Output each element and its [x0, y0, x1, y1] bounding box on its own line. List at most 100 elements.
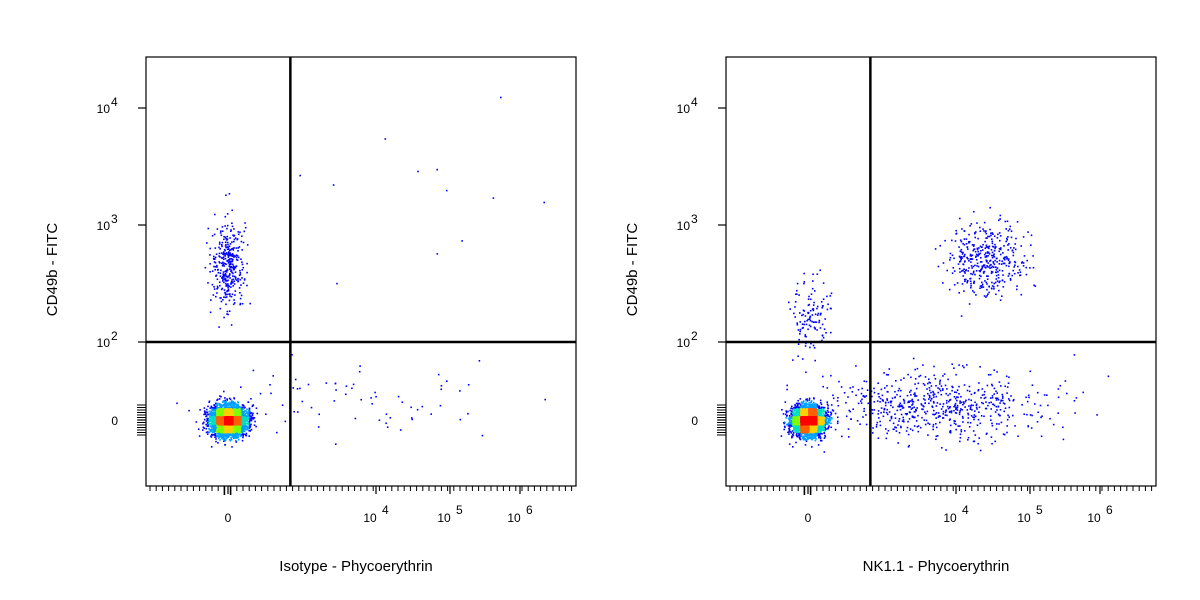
- event-dot: [219, 297, 221, 299]
- event-dot: [227, 413, 230, 416]
- event-dot: [225, 253, 227, 256]
- event-dot: [224, 255, 227, 257]
- event-dot: [236, 255, 239, 257]
- event-dot: [209, 263, 211, 265]
- event-dot: [231, 248, 233, 250]
- event-dot: [292, 387, 294, 389]
- event-dot: [222, 416, 224, 418]
- event-dot: [219, 418, 222, 421]
- event-dot: [211, 283, 214, 286]
- event-dot: [238, 431, 241, 433]
- event-dot: [960, 395, 962, 398]
- event-dot: [1003, 410, 1005, 413]
- event-dot: [241, 404, 244, 406]
- event-dot: [237, 404, 239, 406]
- event-dot: [439, 404, 442, 407]
- event-dot: [786, 388, 788, 391]
- event-dot: [1057, 396, 1060, 399]
- event-dot: [224, 425, 226, 427]
- event-dot: [845, 415, 848, 418]
- event-dot: [217, 426, 220, 428]
- event-dot: [227, 279, 229, 282]
- event-dot: [217, 421, 219, 424]
- event-dot: [968, 426, 971, 428]
- event-dot: [241, 417, 244, 420]
- event-dot: [211, 433, 213, 436]
- event-dot: [227, 286, 229, 289]
- event-dot: [204, 266, 207, 269]
- event-dot: [235, 279, 238, 281]
- event-dot: [229, 254, 232, 257]
- event-dot: [233, 429, 235, 432]
- event-dot: [236, 423, 239, 425]
- event-dot: [243, 433, 245, 436]
- event-dot: [239, 231, 241, 234]
- event-dot: [246, 408, 248, 410]
- event-dot: [242, 425, 245, 428]
- event-dot: [238, 415, 240, 417]
- event-dot: [233, 414, 235, 416]
- event-dot: [231, 209, 233, 212]
- event-dot: [236, 421, 239, 424]
- event-dot: [241, 302, 244, 305]
- event-dot: [234, 401, 236, 404]
- event-dot: [215, 253, 218, 255]
- event-dot: [959, 437, 962, 439]
- event-dot: [210, 405, 213, 408]
- event-dot: [325, 382, 328, 384]
- event-dot: [253, 417, 256, 419]
- event-dot: [1073, 354, 1076, 356]
- event-dot: [827, 303, 829, 306]
- event-dot: [385, 422, 387, 425]
- event-dot: [226, 284, 229, 287]
- event-dot: [995, 390, 997, 393]
- event-dot: [966, 389, 969, 392]
- event-dot: [226, 425, 228, 427]
- event-dot: [830, 374, 832, 377]
- event-dot: [915, 387, 918, 390]
- event-dot: [206, 425, 209, 428]
- event-dot: [217, 410, 220, 413]
- event-dot: [221, 422, 224, 424]
- event-dot: [225, 275, 227, 278]
- event-dot: [225, 431, 227, 434]
- event-dot: [948, 288, 951, 291]
- event-dot: [211, 428, 214, 431]
- event-dot: [229, 403, 231, 405]
- event-dot: [805, 440, 808, 443]
- event-dot: [968, 303, 971, 305]
- event-dot: [230, 263, 232, 266]
- event-dot: [865, 380, 868, 383]
- event-dot: [222, 428, 225, 431]
- event-dot: [224, 438, 227, 441]
- event-dot: [436, 253, 439, 255]
- event-dot: [1025, 273, 1028, 276]
- event-dot: [211, 235, 214, 237]
- event-dot: [242, 429, 245, 432]
- event-dot: [237, 280, 239, 283]
- event-dot: [213, 233, 216, 236]
- event-dot: [1006, 425, 1008, 427]
- event-dot: [999, 214, 1002, 217]
- event-dot: [224, 400, 227, 403]
- event-dot: [823, 451, 826, 453]
- event-dot: [214, 213, 216, 216]
- event-dot: [237, 420, 240, 422]
- event-dot: [848, 436, 850, 438]
- event-dot: [227, 416, 230, 419]
- event-dot: [221, 230, 224, 232]
- event-dot: [231, 436, 234, 438]
- event-dot: [210, 416, 212, 418]
- event-dot: [243, 416, 245, 418]
- event-dot: [229, 414, 231, 417]
- event-dot: [244, 406, 246, 409]
- event-dot: [243, 411, 245, 413]
- event-dot: [942, 262, 945, 264]
- event-dot: [220, 230, 222, 232]
- event-dot: [991, 424, 994, 427]
- event-dot: [1075, 397, 1078, 399]
- event-dot: [221, 405, 224, 407]
- event-dot: [229, 265, 232, 268]
- event-dot: [1040, 435, 1043, 438]
- event-dot: [231, 241, 233, 243]
